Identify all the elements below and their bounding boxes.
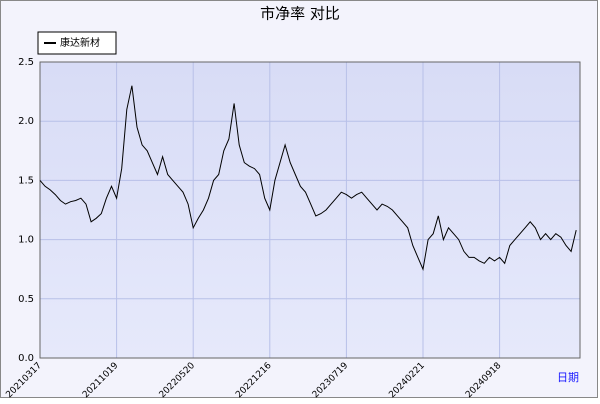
x-axis-label: 日期 xyxy=(557,371,579,384)
legend-box xyxy=(37,31,117,55)
y-tick-label: 0.0 xyxy=(18,353,34,364)
chart-title: 市净率 对比 xyxy=(260,5,340,23)
y-tick-label: 1.0 xyxy=(18,235,34,246)
y-tick-label: 2.5 xyxy=(18,57,34,68)
y-tick-label: 0.5 xyxy=(18,294,34,305)
plot-area xyxy=(40,62,580,358)
plot-border xyxy=(39,61,581,359)
line xyxy=(39,85,577,271)
legend-label: 康达新材 xyxy=(60,36,100,49)
y-tick-label: 1.5 xyxy=(18,175,34,186)
y-tick-label: 2.0 xyxy=(18,116,34,127)
